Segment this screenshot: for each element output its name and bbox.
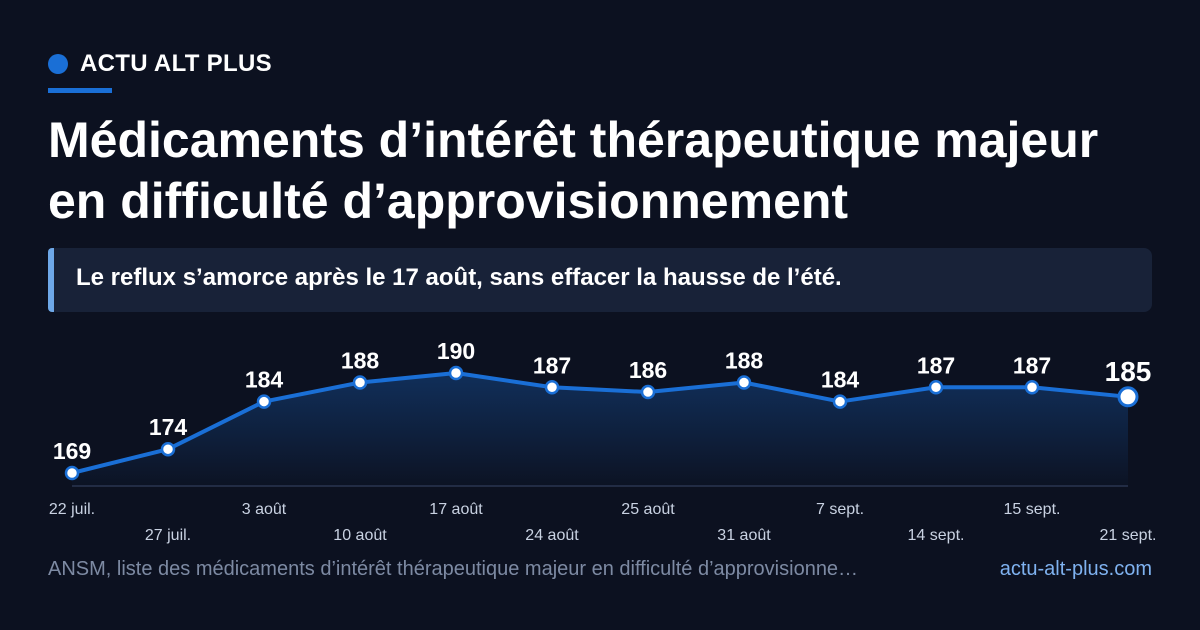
x-tick-label-5: 17 août: [429, 501, 483, 518]
data-label-8: 188: [725, 348, 764, 374]
x-tick-label-9: 7 sept.: [816, 501, 864, 518]
brand: ACTU ALT PLUS: [48, 50, 272, 78]
data-point-7: [640, 384, 656, 400]
data-point-8: [736, 375, 752, 390]
data-label-6: 187: [533, 352, 571, 378]
x-tick-label-3: 3 août: [242, 501, 287, 518]
series-area: [72, 373, 1128, 486]
series-line: [70, 371, 1130, 475]
x-tick-label-7: 25 août: [621, 501, 675, 518]
x-tick-label-11: 15 sept.: [1004, 501, 1061, 518]
subtitle-box: Le reflux s’amorce après le 17 août, san…: [48, 248, 1152, 312]
brand-underline: [48, 88, 112, 93]
data-point-3: [256, 394, 272, 409]
data-label-7: 186: [629, 357, 667, 383]
x-tick-label-1: 22 juil.: [49, 501, 95, 518]
data-label-1: 169: [53, 438, 91, 464]
x-tick-label-10: 14 sept.: [908, 527, 965, 544]
data-point-6: [544, 380, 560, 395]
data-point-2: [160, 441, 176, 457]
data-label-12: 185: [1105, 356, 1152, 387]
x-tick-label-6: 24 août: [525, 527, 579, 544]
brand-name: ACTU ALT PLUS: [80, 50, 272, 77]
x-tick-label-8: 31 août: [717, 527, 771, 544]
source-note: ANSM, liste des médicaments d’intérêt th…: [48, 558, 859, 580]
x-tick-label-2: 27 juil.: [145, 527, 191, 544]
site-link[interactable]: actu-alt-plus.com: [999, 558, 1152, 580]
data-label-11: 187: [1013, 352, 1051, 378]
data-point-11: [1024, 380, 1040, 395]
x-tick-label-4: 10 août: [333, 527, 387, 544]
data-point-10: [928, 380, 944, 395]
data-label-9: 184: [821, 367, 860, 393]
x-tick-label-12: 21 sept.: [1100, 527, 1157, 544]
subtitle-accent-bar: [48, 248, 54, 312]
data-point-12: [1117, 386, 1139, 408]
data-label-4: 188: [341, 348, 380, 374]
data-point-9: [832, 394, 848, 409]
data-point-4: [352, 375, 368, 390]
data-label-10: 187: [917, 352, 955, 378]
page-title: Médicaments d’intérêt thérapeutique maje…: [48, 112, 1099, 229]
data-point-1: [64, 465, 80, 481]
data-label-5: 190: [437, 338, 475, 364]
data-point-5: [448, 365, 464, 381]
data-label-3: 184: [245, 367, 284, 393]
subtitle: Le reflux s’amorce après le 17 août, san…: [76, 264, 842, 291]
data-label-2: 174: [149, 414, 188, 440]
brand-dot-icon: [48, 54, 68, 74]
